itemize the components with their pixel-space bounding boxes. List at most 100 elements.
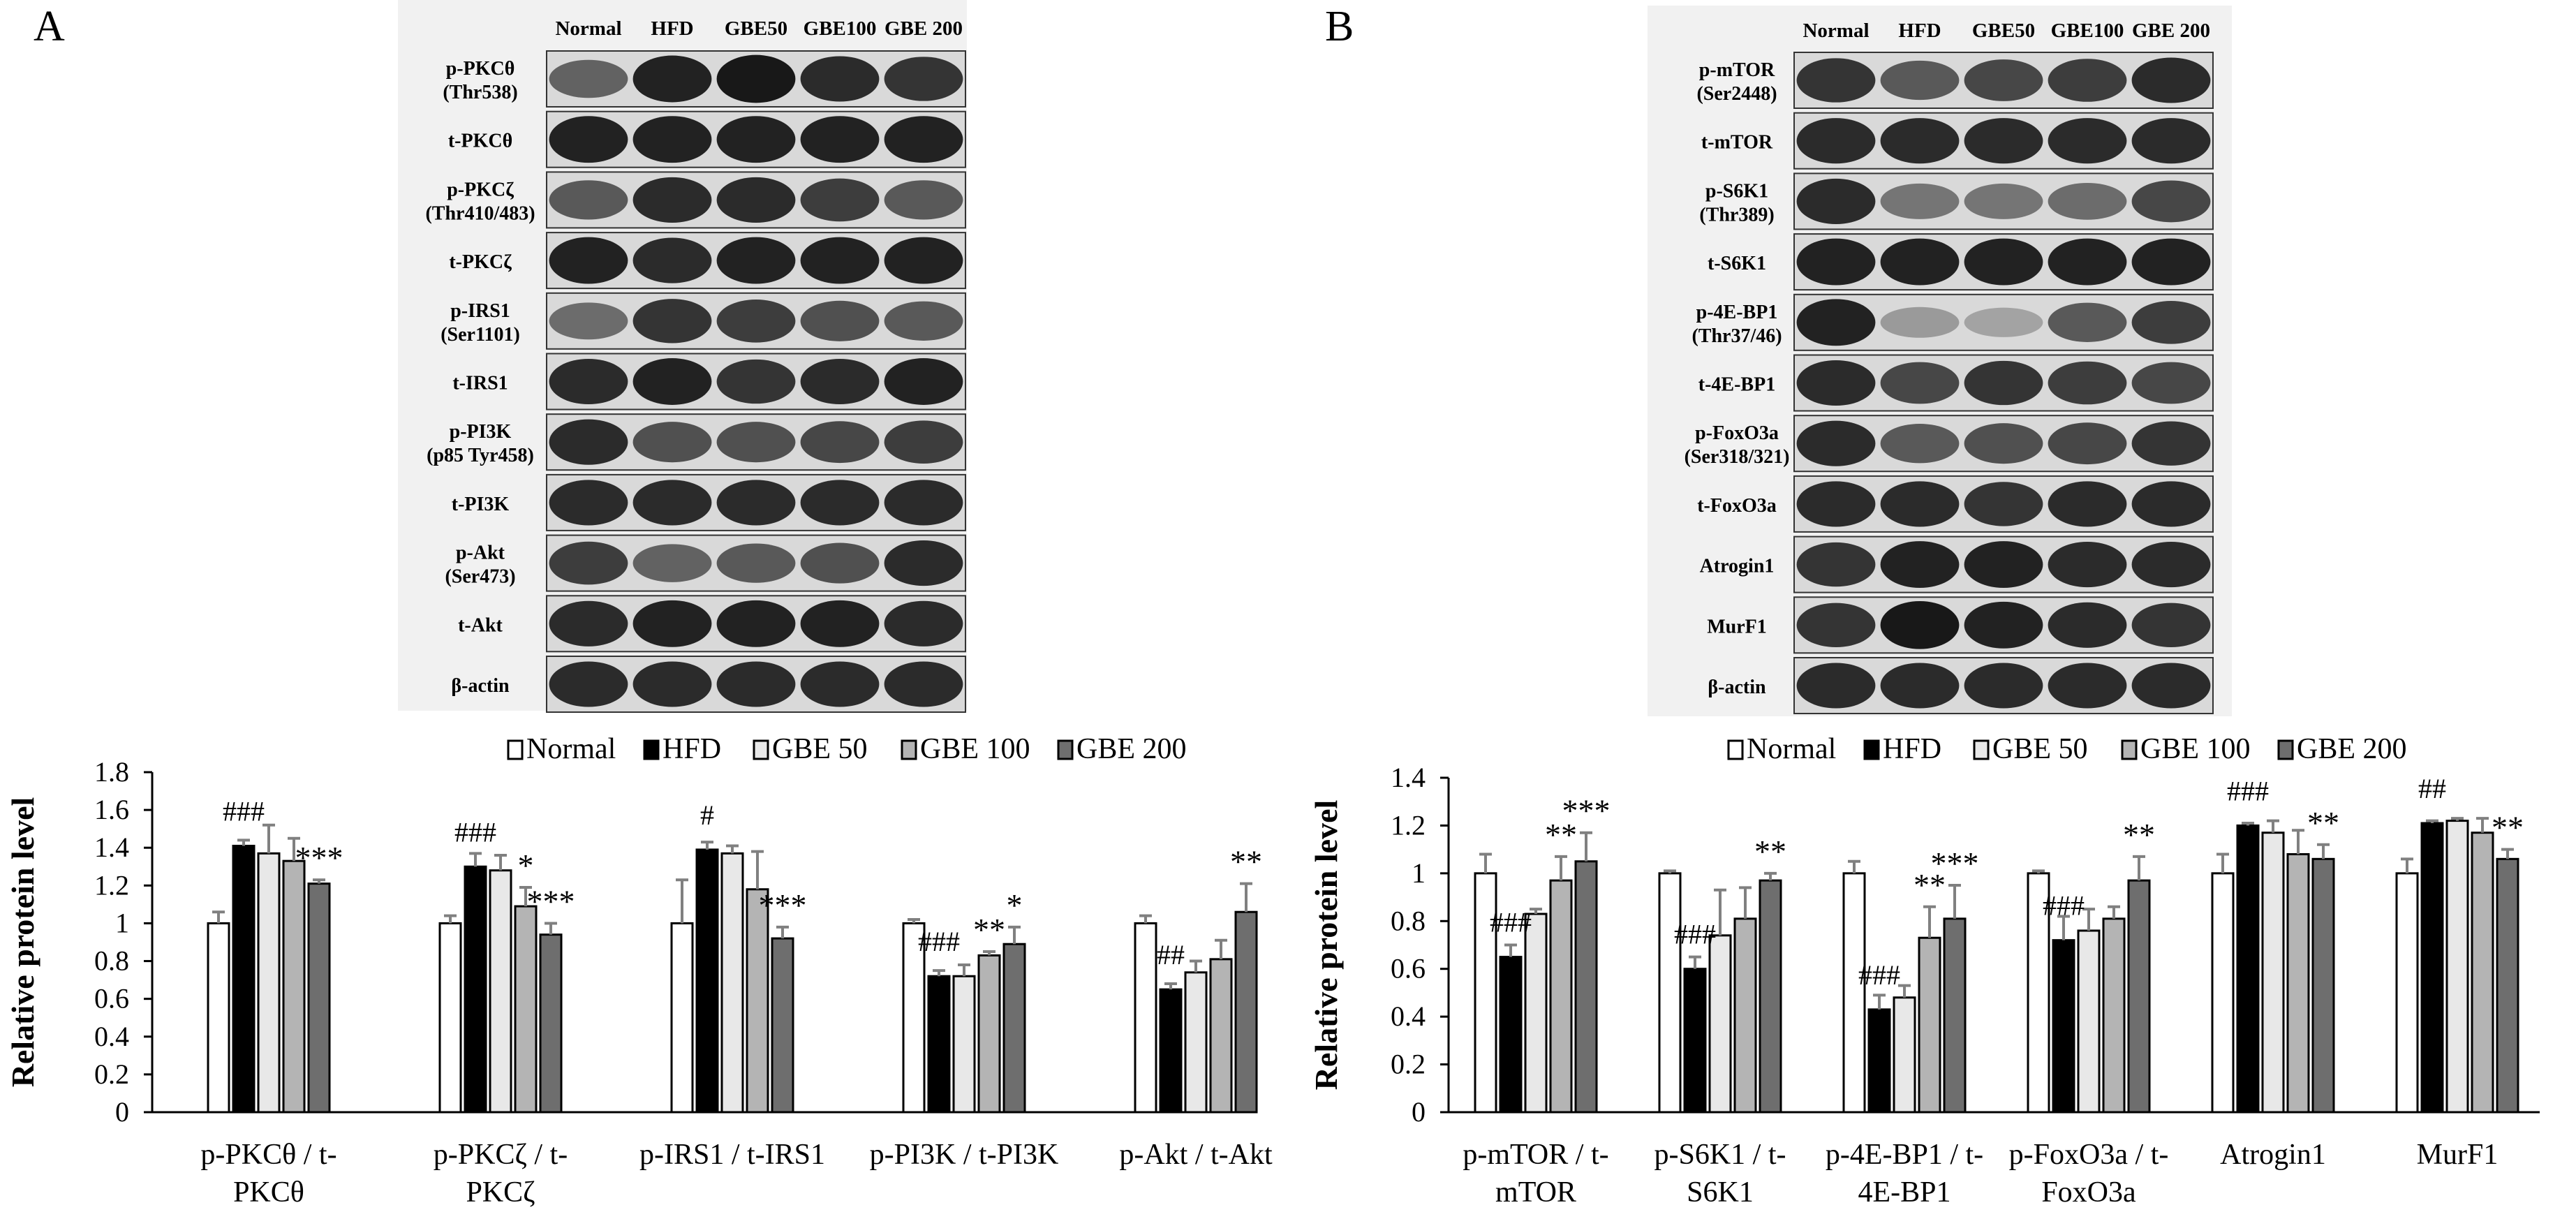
western-blot-panel-a: Normal HFD GBE50 GBE100 GBE 200 p-PKCθ(Thr538… <box>398 0 967 713</box>
significance-label: *** <box>759 887 807 923</box>
blot-label: (Ser318/321) <box>1685 446 1790 468</box>
blot-band <box>632 544 712 582</box>
blot-band <box>716 116 796 163</box>
blot-label: (Ser1101) <box>441 324 520 346</box>
y-tick-label: 0.6 <box>1391 953 1426 984</box>
blot-label: t-PKCθ <box>448 131 512 152</box>
blot-band <box>1796 420 1876 466</box>
blot-band <box>716 480 796 526</box>
x-tick-label: mTOR <box>1495 1176 1576 1209</box>
significance-label: ## <box>2418 773 2446 804</box>
blot-band <box>2131 603 2211 647</box>
blot-band <box>632 358 712 405</box>
bar <box>1943 917 1967 1114</box>
blot-band <box>632 422 712 463</box>
panel-a-letter: A <box>34 3 65 50</box>
x-tick-label: PKCθ <box>233 1176 304 1209</box>
blot-band <box>632 116 712 163</box>
y-tick-label: 0.6 <box>94 983 129 1014</box>
y-tick-label: 0.2 <box>1391 1049 1426 1080</box>
lane-label: HFD <box>1898 20 1941 42</box>
blot-band <box>632 480 712 526</box>
lane-label: GBE50 <box>725 17 787 40</box>
lane-label: Normal <box>555 17 621 40</box>
blot-band <box>1796 118 1876 164</box>
blot-band <box>2048 663 2127 709</box>
significance-label: *** <box>1562 793 1611 829</box>
blot-band <box>1964 601 2043 649</box>
y-tick-label: 0.4 <box>1391 1000 1426 1032</box>
legend-swatch <box>643 739 660 760</box>
blot-band <box>549 480 628 526</box>
blot-band <box>800 56 880 102</box>
blot-label: t-mTOR <box>1701 132 1773 154</box>
bar-chart-panel-b: 0 0.2 0.4 0.6 0.8 1 1.2 1.4 Relative protein lev… <box>1308 762 2540 1209</box>
blot-band <box>1880 118 1960 164</box>
legend-panel-a: Normal HFD GBE 50 GBE 100 GBE 200 <box>507 733 1187 765</box>
blot-label: p-IRS1 <box>450 300 510 322</box>
bar <box>257 852 281 1114</box>
blot-band <box>800 661 880 707</box>
panel-b-letter: B <box>1325 3 1354 50</box>
legend-label: HFD <box>1883 733 1941 765</box>
blot-band <box>2131 238 2211 286</box>
blot-band <box>800 116 880 163</box>
blot-label: (p85 Tyr458) <box>427 445 534 466</box>
blot-band <box>2131 421 2211 466</box>
blot-band <box>884 661 963 707</box>
lane-label: GBE100 <box>804 17 877 40</box>
x-tick-label: p-PKCζ / t- <box>434 1139 568 1171</box>
blot-band <box>1964 183 2043 219</box>
lane-label: GBE 200 <box>2132 20 2210 42</box>
blot-label: β-actin <box>1708 677 1766 698</box>
blot-band <box>632 177 712 223</box>
blot-band <box>884 237 963 284</box>
significance-label: ### <box>1858 959 1900 991</box>
blot-band <box>1796 542 1876 587</box>
blot-band <box>716 177 796 223</box>
blot-band <box>1964 360 2043 406</box>
legend-swatch <box>753 739 769 760</box>
bar <box>720 852 744 1114</box>
y-tick-label: 1.6 <box>94 794 129 825</box>
bar <box>952 975 976 1114</box>
blot-label: (Thr37/46) <box>1692 325 1782 347</box>
blot-band <box>800 358 880 405</box>
blot-band <box>884 180 963 220</box>
blot-band <box>2048 481 2127 527</box>
bar <box>2471 832 2494 1114</box>
blot-band <box>2131 180 2211 223</box>
bar <box>771 937 794 1114</box>
blot-label: t-PKCζ <box>449 251 512 273</box>
blot-band <box>800 237 880 284</box>
significance-label: *** <box>295 840 343 876</box>
bar <box>1708 934 1732 1114</box>
blot-band <box>716 237 796 284</box>
blot-band <box>549 419 628 465</box>
significance-label: ** <box>1230 844 1262 880</box>
blot-band <box>1880 362 1960 404</box>
blot-band <box>2048 361 2127 405</box>
legend-swatch <box>1973 739 1990 760</box>
bar <box>1524 913 1548 1114</box>
blot-band <box>2048 542 2127 588</box>
bar <box>927 975 951 1114</box>
legend-label: HFD <box>662 733 721 765</box>
blot-label: (Thr389) <box>1699 204 1774 226</box>
blot-band <box>2131 301 2211 344</box>
y-tick-label: 1.8 <box>94 756 129 788</box>
lane-label: GBE100 <box>2051 20 2124 42</box>
bar <box>1184 971 1208 1114</box>
blot-band <box>549 116 628 163</box>
bar <box>1549 879 1573 1114</box>
bar <box>2211 872 2235 1114</box>
bar <box>1842 872 1866 1114</box>
blot-band <box>1796 481 1876 527</box>
blot-band <box>632 600 712 647</box>
blot-band <box>716 359 796 404</box>
x-tick-label: p-mTOR / t- <box>1463 1139 1608 1171</box>
blot-band <box>1796 178 1876 224</box>
x-tick-label: MurF1 <box>2417 1139 2499 1171</box>
y-tick-label: 1.4 <box>1391 762 1426 793</box>
blot-band <box>2048 302 2127 342</box>
